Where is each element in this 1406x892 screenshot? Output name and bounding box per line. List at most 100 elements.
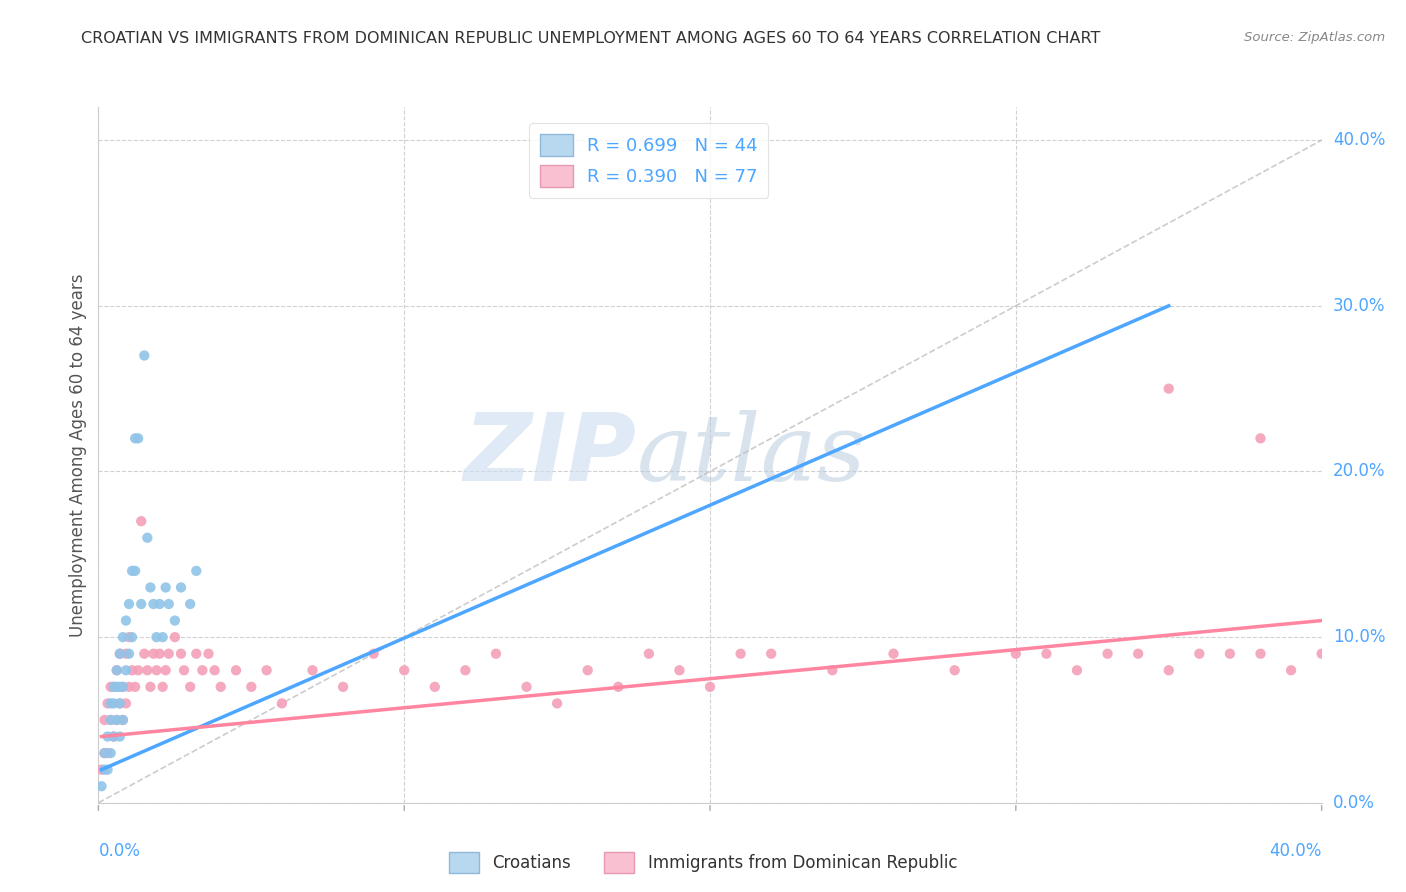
Point	[118, 647, 141, 661]
Point	[730, 647, 752, 661]
Point	[100, 713, 122, 727]
Point	[115, 697, 138, 711]
Point	[108, 697, 131, 711]
Point	[759, 647, 782, 661]
Point	[121, 564, 143, 578]
Point	[943, 663, 966, 677]
Point	[136, 663, 159, 677]
Point	[1249, 431, 1271, 445]
Point	[1035, 647, 1057, 661]
Text: atlas: atlas	[637, 410, 866, 500]
Point	[139, 581, 162, 595]
Text: 40.0%: 40.0%	[1333, 131, 1385, 149]
Point	[163, 630, 186, 644]
Text: 10.0%: 10.0%	[1333, 628, 1385, 646]
Point	[332, 680, 354, 694]
Point	[485, 647, 508, 661]
Point	[821, 663, 844, 677]
Point	[1188, 647, 1211, 661]
Text: 0.0%: 0.0%	[1333, 794, 1375, 812]
Point	[157, 597, 180, 611]
Point	[149, 597, 172, 611]
Y-axis label: Unemployment Among Ages 60 to 64 years: Unemployment Among Ages 60 to 64 years	[69, 273, 87, 637]
Text: Source: ZipAtlas.com: Source: ZipAtlas.com	[1244, 31, 1385, 45]
Point	[124, 431, 146, 445]
Point	[90, 779, 112, 793]
Point	[108, 680, 131, 694]
Point	[111, 713, 134, 727]
Text: ZIP: ZIP	[464, 409, 637, 501]
Point	[1249, 647, 1271, 661]
Point	[103, 680, 125, 694]
Point	[108, 730, 131, 744]
Point	[118, 630, 141, 644]
Point	[170, 581, 193, 595]
Point	[1219, 647, 1241, 661]
Point	[699, 680, 721, 694]
Point	[124, 564, 146, 578]
Point	[423, 680, 446, 694]
Point	[145, 630, 167, 644]
Point	[108, 647, 131, 661]
Point	[1128, 647, 1150, 661]
Point	[97, 763, 120, 777]
Point	[225, 663, 247, 677]
Point	[637, 647, 661, 661]
Point	[576, 663, 599, 677]
Point	[105, 713, 128, 727]
Point	[179, 680, 201, 694]
Point	[155, 581, 177, 595]
Point	[103, 730, 125, 744]
Text: 30.0%: 30.0%	[1333, 297, 1385, 315]
Point	[124, 680, 146, 694]
Point	[204, 663, 226, 677]
Text: CROATIAN VS IMMIGRANTS FROM DOMINICAN REPUBLIC UNEMPLOYMENT AMONG AGES 60 TO 64 : CROATIAN VS IMMIGRANTS FROM DOMINICAN RE…	[80, 31, 1101, 46]
Point	[93, 746, 115, 760]
Point	[97, 746, 120, 760]
Point	[134, 647, 156, 661]
Point	[115, 647, 138, 661]
Point	[270, 697, 292, 711]
Point	[111, 630, 134, 644]
Point	[105, 663, 128, 677]
Legend: Croatians, Immigrants from Dominican Republic: Croatians, Immigrants from Dominican Rep…	[443, 846, 963, 880]
Point	[93, 713, 115, 727]
Point	[1157, 382, 1180, 396]
Point	[105, 680, 128, 694]
Point	[1310, 647, 1333, 661]
Point	[97, 730, 120, 744]
Point	[100, 697, 122, 711]
Point	[155, 663, 177, 677]
Point	[108, 697, 131, 711]
Point	[93, 746, 115, 760]
Point	[883, 647, 905, 661]
Point	[121, 630, 143, 644]
Point	[152, 680, 174, 694]
Point	[100, 680, 122, 694]
Text: 20.0%: 20.0%	[1333, 462, 1385, 481]
Point	[209, 680, 232, 694]
Text: 0.0%: 0.0%	[98, 842, 141, 860]
Point	[152, 630, 174, 644]
Text: 40.0%: 40.0%	[1270, 842, 1322, 860]
Point	[127, 663, 149, 677]
Point	[454, 663, 477, 677]
Point	[115, 614, 138, 628]
Point	[363, 647, 385, 661]
Point	[129, 597, 152, 611]
Point	[111, 680, 134, 694]
Point	[103, 730, 125, 744]
Point	[1066, 663, 1088, 677]
Point	[105, 663, 128, 677]
Point	[145, 663, 167, 677]
Point	[668, 663, 690, 677]
Legend: R = 0.699   N = 44, R = 0.390   N = 77: R = 0.699 N = 44, R = 0.390 N = 77	[529, 123, 769, 198]
Point	[179, 597, 201, 611]
Point	[516, 680, 538, 694]
Point	[142, 647, 165, 661]
Point	[115, 663, 138, 677]
Point	[157, 647, 180, 661]
Point	[103, 680, 125, 694]
Point	[90, 763, 112, 777]
Point	[301, 663, 323, 677]
